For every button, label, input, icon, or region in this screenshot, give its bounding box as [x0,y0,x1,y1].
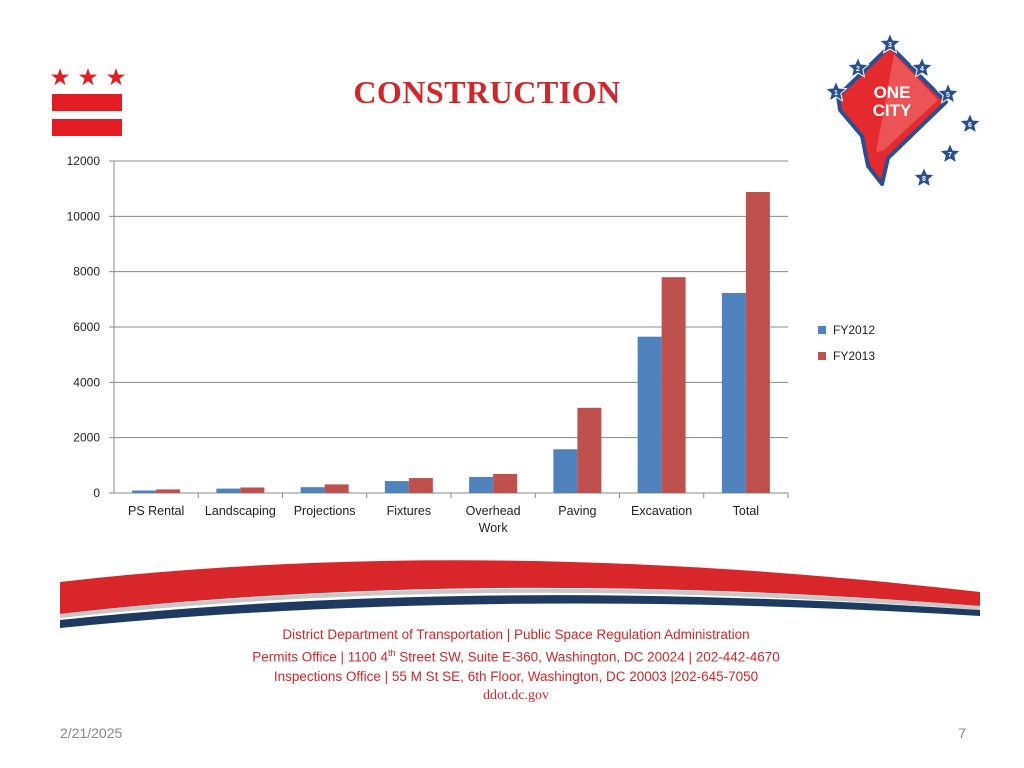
legend-label-fy2013: FY2013 [833,349,875,363]
legend-label-fy2012: FY2012 [833,323,875,337]
logo-star [912,165,936,188]
y-tick-label: 0 [93,486,100,500]
bar-fy2012-excavation [637,336,662,493]
x-category-label: Total [733,504,759,518]
footer-line-3: Inspections Office | 55 M St SE, 6th Flo… [273,668,759,684]
logo-star-number: 5 [946,92,950,99]
y-tick-label: 10000 [67,209,101,223]
logo-star-number: 6 [968,122,972,129]
bar-fy2012-overhead-work [469,476,494,493]
x-category-label: Excavation [631,504,692,518]
y-tick-label: 2000 [73,431,100,445]
bar-fy2013-excavation [661,277,686,493]
bar-fy2013-overhead-work [493,473,518,493]
footer-line-2: Permits Office | 1100 4th Street SW, Sui… [252,648,780,665]
bar-fy2012-landscaping [216,488,241,493]
logo-star [936,81,960,104]
logo-star-number: 7 [948,152,952,159]
x-category-label: PS Rental [128,504,184,518]
x-category-label: Landscaping [205,504,276,518]
x-category-label: Paving [558,504,596,518]
bar-fy2013-landscaping [240,487,265,493]
footer-website-link[interactable]: ddot.dc.gov [482,687,550,703]
x-category-label: Overhead Work [466,504,521,535]
flag-star [78,68,98,86]
logo-text-city: CITY [873,101,912,120]
logo-star [846,55,870,78]
decorative-swoosh [60,560,980,628]
logo-star-number: 2 [856,66,860,73]
flag-bar [52,119,122,136]
logo-star-number: 3 [888,42,892,49]
bar-fy2013-ps-rental [156,489,181,493]
dc-map-shape [836,44,948,186]
bar-fy2012-total [721,292,746,493]
x-category-label: Projections [294,504,356,518]
bar-fy2013-fixtures [408,478,433,493]
dc-flag [50,68,126,136]
flag-star [106,68,126,86]
bar-fy2013-total [745,191,770,493]
legend-swatch-fy2012 [818,326,826,334]
logo-star-number: 1 [834,90,838,97]
y-tick-label: 8000 [73,265,100,279]
footer-line-1: District Department of Transportation | … [282,627,750,642]
flag-bar [52,94,122,111]
y-tick-label: 4000 [73,375,100,389]
slide-date: 2/21/2025 [60,725,123,741]
bar-fy2012-ps-rental [132,490,157,493]
logo-star [878,32,902,54]
logo-star-number: 4 [920,66,924,73]
bar-fy2012-paving [553,449,578,493]
one-city-logo: ONE CITY 1 2 3 4 5 6 7 8 [824,32,982,188]
logo-text-one: ONE [874,83,911,102]
bar-fy2013-projections [324,484,349,493]
logo-star [938,141,962,164]
legend-swatch-fy2013 [818,352,826,360]
bar-fy2012-fixtures [384,481,409,493]
logo-star [824,79,848,102]
slide-title: CONSTRUCTION [353,74,621,110]
page-number: 7 [958,725,966,741]
bar-fy2012-projections [300,487,325,493]
logo-star-number: 8 [922,176,926,183]
x-category-label: Fixtures [387,504,431,518]
bar-chart: 0 2000 4000 6000 8000 10000 12000 PS Rental Lan… [67,154,876,535]
logo-star [958,111,982,134]
logo-star [910,55,934,78]
y-tick-label: 12000 [67,154,101,168]
bar-fy2013-paving [577,407,602,493]
y-tick-label: 6000 [73,320,100,334]
footer-contact: District Department of Transportation | … [120,625,912,705]
flag-star [50,68,70,86]
